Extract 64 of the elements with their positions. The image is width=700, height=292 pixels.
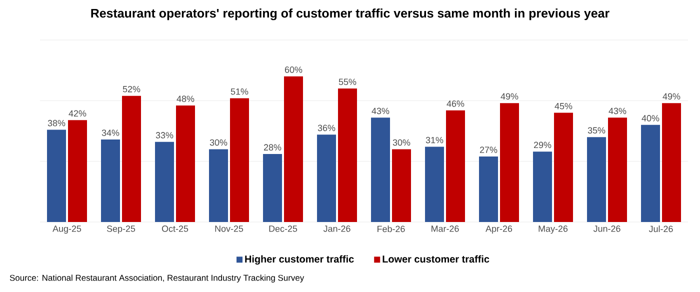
bar [446, 110, 466, 222]
bar [101, 139, 120, 222]
x-tick-label: May-26 [538, 226, 568, 234]
bar [209, 149, 228, 222]
x-tick-label: Sep-25 [106, 226, 136, 234]
data-label: 35% [588, 127, 606, 134]
x-tick-label: Nov-25 [215, 226, 244, 232]
data-label: 49% [500, 93, 518, 100]
data-label: 45% [554, 102, 572, 110]
bar [479, 156, 498, 222]
legend-label: Higher customer traffic [245, 255, 354, 265]
data-label: 49% [662, 93, 680, 100]
data-label: 52% [122, 86, 140, 92]
data-label: 36% [318, 124, 336, 132]
bar [338, 88, 358, 222]
data-label: 48% [176, 96, 194, 102]
bar [392, 149, 412, 222]
data-label: 30% [392, 139, 410, 146]
data-label: 33% [156, 132, 174, 138]
data-label: 38% [48, 120, 66, 126]
data-label: 43% [608, 108, 626, 114]
bar [284, 76, 304, 222]
bar [122, 96, 141, 222]
bar [641, 124, 660, 222]
data-label: 51% [230, 88, 248, 95]
bar [425, 146, 444, 222]
x-tick-label: Dec-25 [269, 226, 298, 232]
bar [533, 152, 552, 222]
bar [68, 120, 87, 222]
chart-title: Restaurant operators' reporting of customer traffic versus same month in previous year [91, 8, 610, 20]
source-note: Source: National Restaurant Association, Restaurant Industry Tracking Survey [10, 274, 304, 282]
bar [176, 106, 196, 222]
x-tick-label: Oct-25 [162, 226, 188, 232]
x-tick-label: Feb-26 [378, 226, 405, 232]
bar [317, 134, 336, 222]
x-tick-label: Jan-26 [323, 226, 350, 232]
x-tick-label: Aug-25 [52, 226, 82, 234]
x-tick-label: Apr-26 [486, 226, 512, 234]
bar [554, 112, 574, 222]
bar [230, 98, 250, 222]
x-tick-label: Mar-26 [432, 226, 459, 232]
x-tick-label: Jun-26 [593, 226, 620, 232]
bar [47, 130, 66, 222]
bar [587, 137, 606, 222]
data-label: 46% [446, 100, 464, 107]
data-label: 40% [642, 115, 660, 122]
bar [500, 103, 520, 222]
data-label: 43% [372, 108, 390, 114]
data-label: 55% [338, 78, 356, 86]
bar [662, 103, 682, 222]
data-label: 30% [210, 139, 228, 146]
legend-label: Lower customer traffic [382, 255, 490, 263]
data-label: 28% [264, 144, 282, 151]
data-label: 60% [284, 66, 302, 73]
data-label: 34% [102, 130, 120, 136]
bar [371, 118, 390, 222]
data-label: 31% [426, 136, 444, 144]
data-label: 27% [480, 146, 498, 153]
bar [263, 154, 282, 222]
bar [608, 118, 628, 222]
data-label: 42% [68, 110, 86, 117]
bar [155, 142, 174, 222]
data-label: 29% [534, 142, 552, 148]
x-tick-label: Jul-26 [648, 226, 673, 232]
